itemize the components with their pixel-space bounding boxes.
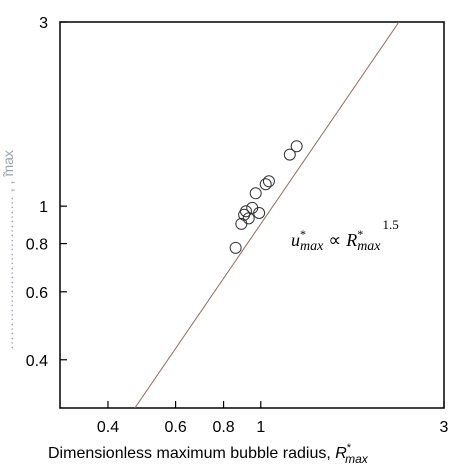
y-tick-label: 0.6 bbox=[26, 285, 48, 302]
x-axis-label-sup: * bbox=[347, 442, 352, 454]
y-tick-label: 0.4 bbox=[26, 353, 48, 370]
data-point bbox=[259, 178, 272, 191]
data-point bbox=[253, 207, 266, 220]
eq-u: u bbox=[291, 230, 300, 250]
data-point bbox=[242, 212, 255, 225]
x-axis-label-sub: max bbox=[345, 452, 369, 466]
x-tick-label: 0.8 bbox=[212, 419, 234, 436]
eq-exponent: 1.5 bbox=[383, 217, 399, 232]
x-axis-label: Dimensionless maximum bubble radius, R* m… bbox=[48, 442, 369, 466]
y-tick-label: 3 bbox=[39, 15, 48, 32]
data-point bbox=[239, 205, 252, 218]
eq-u-sup: * bbox=[300, 227, 306, 241]
data-point bbox=[283, 148, 296, 161]
x-tick-label: 1 bbox=[256, 419, 265, 436]
data-point bbox=[229, 241, 242, 254]
eq-prop: ∝ bbox=[328, 230, 341, 250]
eq-r-sub: max bbox=[357, 239, 381, 254]
y-tick-label: 0.8 bbox=[26, 237, 48, 254]
eq-r: R bbox=[345, 230, 357, 250]
y-axis-label-text: …………………………… , , ̃max bbox=[0, 150, 16, 350]
equation-annotation: u* max ∝ R* max1.5 bbox=[291, 217, 399, 254]
x-axis-label-text: Dimensionless maximum bubble radius, bbox=[48, 445, 335, 462]
x-axis-label-symbol: R bbox=[335, 445, 347, 462]
eq-r-sup: * bbox=[357, 227, 363, 241]
data-points bbox=[229, 140, 303, 254]
eq-u-sub: max bbox=[300, 239, 324, 254]
data-point bbox=[262, 175, 275, 188]
data-point bbox=[290, 140, 303, 153]
axis-ticks: 0.4 0.6 0.8 1 3 0.4 0.6 0.8 1 3 bbox=[26, 15, 449, 436]
y-tick-label: 1 bbox=[39, 199, 48, 216]
y-axis-label-fragment: …………………………… , , ̃max bbox=[0, 150, 16, 350]
fit-line bbox=[134, 22, 400, 408]
data-point bbox=[249, 187, 262, 200]
x-tick-label: 0.6 bbox=[164, 419, 186, 436]
x-tick-label: 0.4 bbox=[97, 419, 119, 436]
plot-frame bbox=[59, 21, 445, 409]
x-tick-label: 3 bbox=[440, 419, 449, 436]
